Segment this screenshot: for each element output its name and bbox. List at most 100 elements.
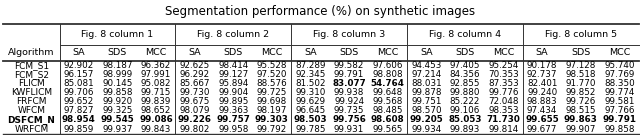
Text: 99.776: 99.776 — [488, 88, 519, 97]
Text: 99.325: 99.325 — [102, 106, 132, 115]
Text: 92.625: 92.625 — [180, 61, 210, 70]
Text: 88.031: 88.031 — [411, 79, 442, 88]
Text: 99.785: 99.785 — [295, 125, 326, 134]
Text: 99.839: 99.839 — [141, 97, 172, 106]
Text: 72.048: 72.048 — [488, 97, 519, 106]
Text: Fig. 8 column 1: Fig. 8 column 1 — [81, 30, 154, 39]
Text: 99.303: 99.303 — [255, 115, 289, 124]
Text: 83.077: 83.077 — [332, 79, 366, 88]
Text: 99.106: 99.106 — [450, 106, 480, 115]
Text: 98.515: 98.515 — [566, 106, 596, 115]
Text: SA: SA — [304, 48, 317, 58]
Text: SA: SA — [536, 48, 548, 58]
Text: 87.289: 87.289 — [295, 61, 326, 70]
Text: 99.725: 99.725 — [257, 88, 287, 97]
Text: 95.894: 95.894 — [218, 79, 248, 88]
Text: 98.954: 98.954 — [62, 115, 96, 124]
Text: 96.157: 96.157 — [63, 70, 94, 79]
Text: 99.652: 99.652 — [64, 97, 94, 106]
Text: SA: SA — [72, 48, 85, 58]
Text: 97.606: 97.606 — [372, 61, 403, 70]
Text: 99.240: 99.240 — [527, 88, 557, 97]
Text: Fig. 8 column 4: Fig. 8 column 4 — [429, 30, 501, 39]
Text: 81.502: 81.502 — [295, 79, 326, 88]
Text: 99.565: 99.565 — [372, 125, 403, 134]
Text: MCC: MCC — [493, 48, 515, 58]
Text: SA: SA — [188, 48, 201, 58]
Text: 99.310: 99.310 — [295, 88, 326, 97]
Text: 99.791: 99.791 — [602, 115, 636, 124]
Text: 99.863: 99.863 — [564, 115, 598, 124]
Text: 99.958: 99.958 — [218, 125, 248, 134]
Text: 98.608: 98.608 — [371, 115, 404, 124]
Text: 92.737: 92.737 — [527, 70, 557, 79]
Text: 95.740: 95.740 — [604, 61, 635, 70]
Text: 97.128: 97.128 — [566, 61, 596, 70]
Text: 88.576: 88.576 — [257, 79, 287, 88]
Text: 99.843: 99.843 — [141, 125, 172, 134]
Text: SDS: SDS — [108, 48, 127, 58]
Text: 95.528: 95.528 — [257, 61, 287, 70]
Text: WFCM: WFCM — [17, 106, 45, 115]
Text: SDS: SDS — [223, 48, 243, 58]
Text: 98.570: 98.570 — [411, 106, 442, 115]
Text: 99.582: 99.582 — [334, 61, 364, 70]
Text: WRFCM: WRFCM — [14, 125, 49, 134]
Text: 99.677: 99.677 — [527, 125, 557, 134]
Text: SA: SA — [420, 48, 433, 58]
Text: 95.082: 95.082 — [141, 79, 172, 88]
Text: 99.814: 99.814 — [488, 125, 518, 134]
Text: Fig. 8 column 3: Fig. 8 column 3 — [313, 30, 385, 39]
Text: 97.827: 97.827 — [63, 106, 94, 115]
Text: 99.934: 99.934 — [412, 125, 442, 134]
Text: 97.434: 97.434 — [527, 106, 557, 115]
Text: MCC: MCC — [377, 48, 399, 58]
Text: 87.353: 87.353 — [488, 79, 519, 88]
Text: 99.706: 99.706 — [63, 88, 94, 97]
Text: 92.345: 92.345 — [295, 70, 326, 79]
Text: 70.353: 70.353 — [488, 70, 519, 79]
Text: 99.792: 99.792 — [257, 125, 287, 134]
Text: 97.991: 97.991 — [141, 70, 171, 79]
Text: 97.214: 97.214 — [412, 70, 442, 79]
Text: 98.999: 98.999 — [102, 70, 132, 79]
Text: 99.726: 99.726 — [566, 97, 596, 106]
Text: 99.568: 99.568 — [372, 97, 403, 106]
Text: 71.730: 71.730 — [486, 115, 520, 124]
Text: 99.907: 99.907 — [566, 125, 596, 134]
Text: 98.883: 98.883 — [527, 97, 557, 106]
Text: 91.770: 91.770 — [566, 79, 596, 88]
Text: 99.226: 99.226 — [178, 115, 212, 124]
Text: FCM_S1: FCM_S1 — [14, 61, 49, 70]
Text: 99.858: 99.858 — [604, 125, 635, 134]
Text: SDS: SDS — [455, 48, 475, 58]
Text: 99.127: 99.127 — [218, 70, 248, 79]
Text: 99.363: 99.363 — [218, 106, 248, 115]
Text: 99.730: 99.730 — [179, 88, 210, 97]
Text: 85.222: 85.222 — [450, 97, 480, 106]
Text: 92.902: 92.902 — [64, 61, 94, 70]
Text: 99.655: 99.655 — [525, 115, 559, 124]
Text: 99.893: 99.893 — [450, 125, 480, 134]
Text: 99.802: 99.802 — [179, 125, 210, 134]
Text: DSFCM_N: DSFCM_N — [8, 115, 55, 125]
Text: 98.197: 98.197 — [257, 106, 287, 115]
Text: 97.766: 97.766 — [604, 106, 635, 115]
Text: 98.353: 98.353 — [488, 106, 519, 115]
Text: 99.751: 99.751 — [411, 97, 442, 106]
Text: 97.769: 97.769 — [604, 70, 635, 79]
Text: 96.292: 96.292 — [180, 70, 210, 79]
Text: MCC: MCC — [609, 48, 630, 58]
Text: 98.652: 98.652 — [141, 106, 172, 115]
Text: Algorithm: Algorithm — [8, 48, 54, 58]
Text: 99.648: 99.648 — [372, 88, 403, 97]
Text: 85.053: 85.053 — [448, 115, 482, 124]
Text: 99.880: 99.880 — [450, 88, 480, 97]
Text: 98.187: 98.187 — [102, 61, 132, 70]
Text: 94.453: 94.453 — [411, 61, 442, 70]
Text: 99.895: 99.895 — [218, 97, 248, 106]
Text: 99.904: 99.904 — [218, 88, 248, 97]
Text: 99.205: 99.205 — [410, 115, 444, 124]
Text: 85.081: 85.081 — [63, 79, 94, 88]
Text: 99.858: 99.858 — [102, 88, 132, 97]
